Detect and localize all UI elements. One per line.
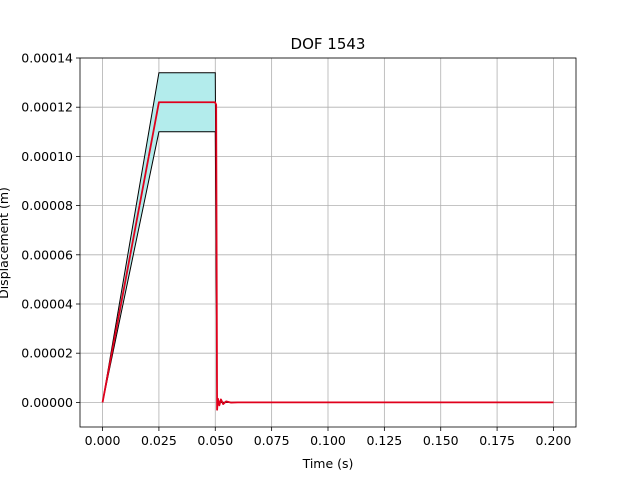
y-tick-label: 0.00012 (21, 100, 73, 115)
x-tick-label: 0.050 (197, 433, 233, 448)
y-tick-label: 0.00010 (21, 149, 73, 164)
y-tick-label: 0.00000 (21, 395, 73, 410)
x-tick-label: 0.000 (85, 433, 121, 448)
x-tick-label: 0.125 (366, 433, 402, 448)
y-tick-label: 0.00008 (21, 198, 73, 213)
series-line (101, 101, 554, 411)
x-tick-label: 0.175 (479, 433, 515, 448)
chart-title: DOF 1543 (291, 35, 366, 53)
y-tick-label: 0.00014 (21, 51, 73, 66)
x-axis-title: Time (s) (302, 456, 354, 471)
x-tick-label: 0.200 (536, 433, 572, 448)
y-tick-label: 0.00002 (21, 346, 73, 361)
series-lines (101, 101, 554, 411)
x-tick-label: 0.100 (310, 433, 346, 448)
x-axis-ticks: 0.000 0.025 0.050 0.075 0.100 0.125 0.150 0.175… (85, 427, 572, 448)
y-tick-label: 0.00004 (21, 297, 73, 312)
x-tick-label: 0.025 (141, 433, 177, 448)
x-tick-label: 0.075 (254, 433, 290, 448)
y-axis-title: Displacement (m) (0, 187, 11, 299)
x-tick-label: 0.150 (423, 433, 459, 448)
y-tick-label: 0.00006 (21, 247, 73, 262)
y-axis-ticks: 0.00000 0.00002 0.00004 0.00006 0.00008 0.000… (21, 51, 80, 410)
